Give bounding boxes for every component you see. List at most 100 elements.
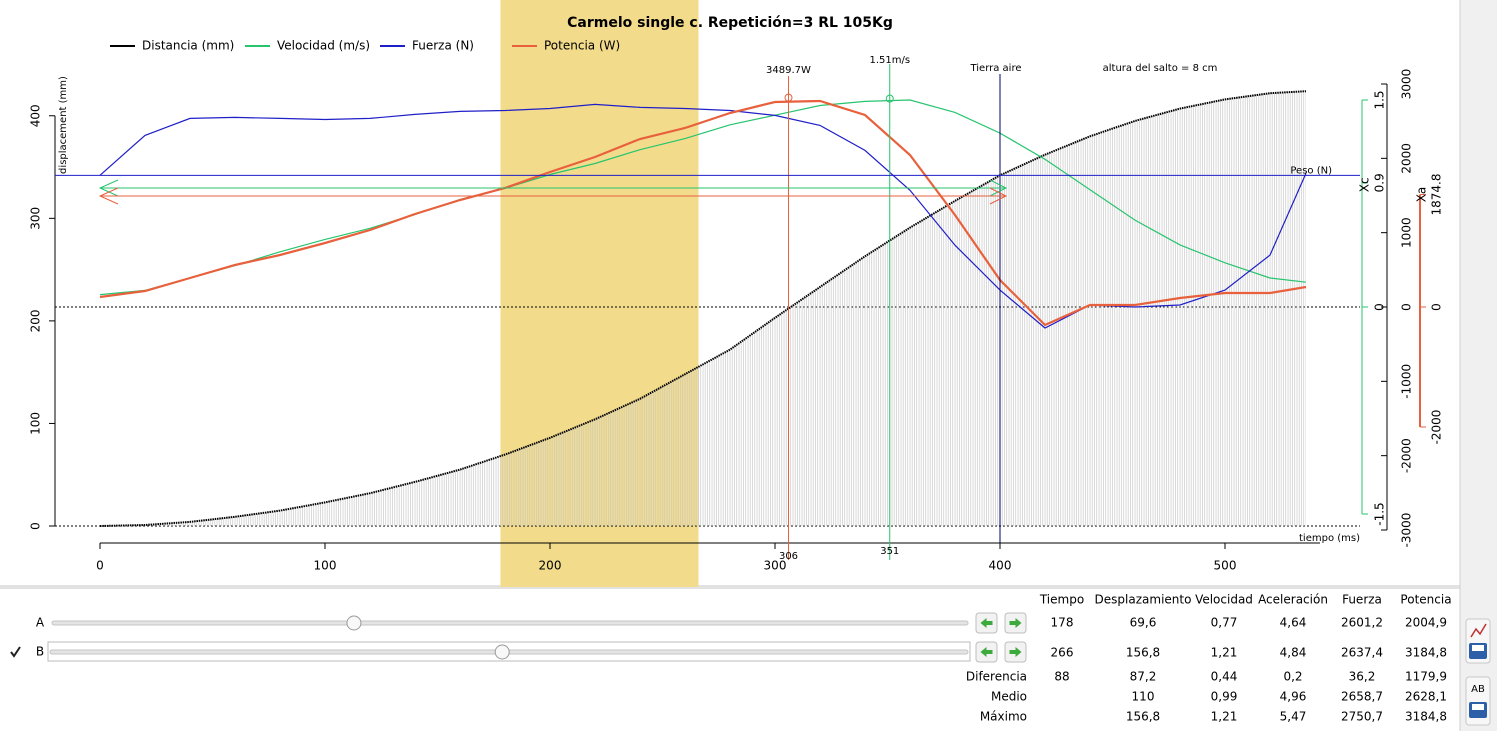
peak-time-label: 351 (880, 546, 899, 557)
peak-time-label: 306 (779, 551, 798, 562)
y2-tick-label: 3000 (1400, 69, 1414, 100)
y2-tick-label: -2000 (1400, 438, 1414, 473)
y3-tick-label: 1.5 (1373, 90, 1387, 109)
table-cell: 156,8 (1126, 646, 1160, 660)
table-header: Desplazamiento (1095, 593, 1192, 607)
table-cell: 1,21 (1211, 710, 1238, 724)
peak-marker (885, 94, 894, 103)
y4-tick-label: 0 (1430, 303, 1444, 311)
peak-label: 1.51m/s (869, 55, 910, 66)
ab-button-label: AB (1471, 684, 1485, 695)
y2-tick-label: 1000 (1400, 217, 1414, 248)
table-cell: 36,2 (1349, 670, 1376, 684)
legend-label: Potencia (W) (544, 39, 620, 53)
row-label: Diferencia (966, 670, 1027, 684)
table-cell: 4,96 (1280, 690, 1307, 704)
graph-icon (1470, 623, 1487, 638)
table-cell: 0,2 (1283, 670, 1302, 684)
x-tick-label: 400 (989, 559, 1012, 573)
table-header: Fuerza (1342, 593, 1382, 607)
peak-marker (784, 93, 793, 102)
y3-axis-label: Xc (1358, 177, 1372, 192)
row-label: Máximo (980, 710, 1027, 724)
table-header: Velocidad (1195, 593, 1253, 607)
table-cell: 4,84 (1280, 646, 1307, 660)
y2-tick-label: -3000 (1400, 513, 1414, 548)
takeoff-label: Tierra aire (969, 63, 1021, 74)
y3-tick-label: -1.5 (1373, 502, 1387, 525)
x-tick-label: 500 (1214, 559, 1237, 573)
table-cell: 87,2 (1130, 670, 1157, 684)
table-cell: 2637,4 (1341, 646, 1383, 660)
table-cell: 88 (1054, 670, 1069, 684)
table-cell: 110 (1132, 690, 1155, 704)
arrow-icon (1009, 647, 1022, 657)
save-icon-label (1472, 645, 1484, 651)
table-cell: 0,99 (1211, 690, 1238, 704)
slider-label: B (36, 645, 44, 659)
chart-title: Carmelo single c. Repetición=3 RL 105Kg (567, 15, 893, 31)
table-cell: 156,8 (1126, 710, 1160, 724)
y4-axis-label: Xa (1415, 187, 1429, 203)
table-cell: 2628,1 (1405, 690, 1447, 704)
row-label: Medio (991, 690, 1027, 704)
slider-track (51, 620, 969, 626)
table-cell: 178 (1051, 616, 1074, 630)
table-header: Tiempo (1039, 593, 1084, 607)
slider-thumb[interactable] (494, 644, 510, 660)
panel-background (0, 587, 1460, 731)
y4-tick-label: -2000 (1430, 410, 1444, 445)
x-tick-label: 300 (764, 559, 787, 573)
table-cell: 0,77 (1211, 616, 1238, 630)
y-tick-label: 400 (29, 104, 43, 127)
y2-tick-label: 0 (1400, 303, 1414, 311)
legend-label: Distancia (mm) (142, 39, 234, 53)
table-cell: 2004,9 (1405, 616, 1447, 630)
arrow-icon (980, 618, 993, 628)
table-cell: 1179,9 (1405, 670, 1447, 684)
y3-tick-label: 0 (1373, 303, 1387, 311)
side-toolbar (1460, 0, 1497, 731)
peak-label: 3489.7W (766, 65, 811, 76)
y-tick-label: 300 (29, 207, 43, 230)
table-cell: 5,47 (1280, 710, 1307, 724)
series-line (99, 90, 1307, 527)
table-cell: 3184,8 (1405, 710, 1447, 724)
y-tick-label: 0 (29, 522, 43, 530)
series-line (99, 99, 1307, 296)
jump-height-label: altura del salto = 8 cm (1103, 63, 1218, 74)
distance-fill (100, 91, 1306, 526)
table-cell: 0,44 (1211, 670, 1238, 684)
table-header: Potencia (1400, 593, 1451, 607)
x-tick-label: 200 (539, 559, 562, 573)
table-cell: 3184,8 (1405, 646, 1447, 660)
slider-label: A (36, 616, 45, 630)
y4-tick-label: 1874.8 (1430, 174, 1444, 216)
y-axis-label: displacement (mm) (58, 76, 69, 174)
checkmark (10, 646, 21, 658)
y2-tick-label: -1000 (1400, 364, 1414, 399)
table-cell: 2750,7 (1341, 710, 1383, 724)
slider-focus (47, 641, 971, 662)
y-tick-label: 200 (29, 309, 43, 332)
table-cell: 2601,2 (1341, 616, 1383, 630)
slider-thumb[interactable] (346, 615, 362, 631)
series-line (99, 99, 1307, 327)
x-tick-label: 0 (96, 559, 104, 573)
save-icon-label (1472, 704, 1484, 710)
arrow-icon (1009, 618, 1022, 628)
y3-tick-label: 0.9 (1373, 173, 1387, 192)
y-tick-label: 100 (29, 412, 43, 435)
legend-label: Velocidad (m/s) (277, 39, 370, 53)
table-cell: 4,64 (1280, 616, 1307, 630)
table-cell: 266 (1051, 646, 1074, 660)
table-cell: 1,21 (1211, 646, 1238, 660)
table-cell: 69,6 (1130, 616, 1157, 630)
arrows (98, 179, 1008, 205)
legend-label: Fuerza (N) (412, 39, 474, 53)
y2-tick-label: 2000 (1400, 143, 1414, 174)
table-cell: 2658,7 (1341, 690, 1383, 704)
x-axis-label: tiempo (ms) (1299, 533, 1360, 544)
weight-label: Peso (N) (1290, 165, 1332, 176)
